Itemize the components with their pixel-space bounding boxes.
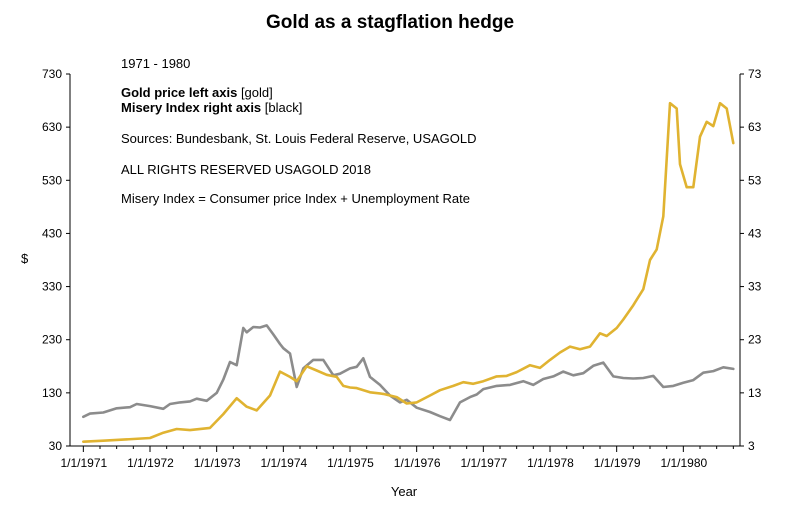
left-tick-label: 30 — [49, 439, 63, 453]
legend-gold-rest: [gold] — [237, 85, 272, 100]
right-tick-label: 33 — [748, 280, 762, 294]
x-axis-label: Year — [391, 484, 418, 499]
definition-note: Misery Index = Consumer price Index + Un… — [121, 191, 470, 206]
right-tick-label: 63 — [748, 120, 762, 134]
left-tick-label: 330 — [42, 280, 62, 294]
x-tick-label: 1/1/1973 — [194, 456, 241, 470]
sources-note: Sources: Bundesbank, St. Louis Federal R… — [121, 131, 477, 146]
x-tick-label: 1/1/1978 — [527, 456, 574, 470]
x-tick-label: 1/1/1975 — [327, 456, 374, 470]
chart-title: Gold as a stagflation hedge — [266, 12, 514, 33]
series-lines — [82, 101, 735, 443]
right-tick-label: 13 — [748, 386, 762, 400]
right-tick-label: 23 — [748, 333, 762, 347]
left-axis-label: $ — [21, 251, 29, 266]
rights-note: ALL RIGHTS RESERVED USAGOLD 2018 — [121, 162, 371, 177]
x-tick-label: 1/1/1974 — [260, 456, 307, 470]
left-tick-label: 430 — [42, 226, 62, 240]
chart-notes: 1971 - 1980 Gold price left axis [gold] … — [121, 56, 477, 206]
x-tick-label: 1/1/1979 — [594, 456, 641, 470]
legend-gold: Gold price left axis [gold] — [121, 85, 273, 100]
left-tick-label: 730 — [42, 67, 62, 81]
legend-gold-bold: Gold price left axis — [121, 85, 237, 100]
legend-misery-bold: Misery Index right axis — [121, 100, 261, 115]
x-tick-label: 1/1/1971 — [60, 456, 107, 470]
left-tick-label: 130 — [42, 386, 62, 400]
x-tick-label: 1/1/1977 — [460, 456, 507, 470]
legend-misery: Misery Index right axis [black] — [121, 100, 302, 115]
x-tick-label: 1/1/1972 — [127, 456, 174, 470]
x-tick-label: 1/1/1976 — [394, 456, 441, 470]
right-tick-label: 43 — [748, 226, 762, 240]
right-tick-label: 53 — [748, 173, 762, 187]
x-tick-label: 1/1/1980 — [660, 456, 707, 470]
left-tick-label: 530 — [42, 173, 62, 187]
period-note: 1971 - 1980 — [121, 56, 190, 71]
legend-misery-rest: [black] — [261, 100, 302, 115]
right-tick-label: 73 — [748, 67, 762, 81]
gold-price-line — [82, 101, 735, 443]
axes: 30 130 230 330 430 530 630 730 3 13 23 33 43 53 63 73 1/… — [42, 67, 762, 470]
left-tick-label: 630 — [42, 120, 62, 134]
right-tick-label: 3 — [748, 439, 755, 453]
misery-index-line — [82, 324, 735, 422]
left-tick-label: 230 — [42, 333, 62, 347]
